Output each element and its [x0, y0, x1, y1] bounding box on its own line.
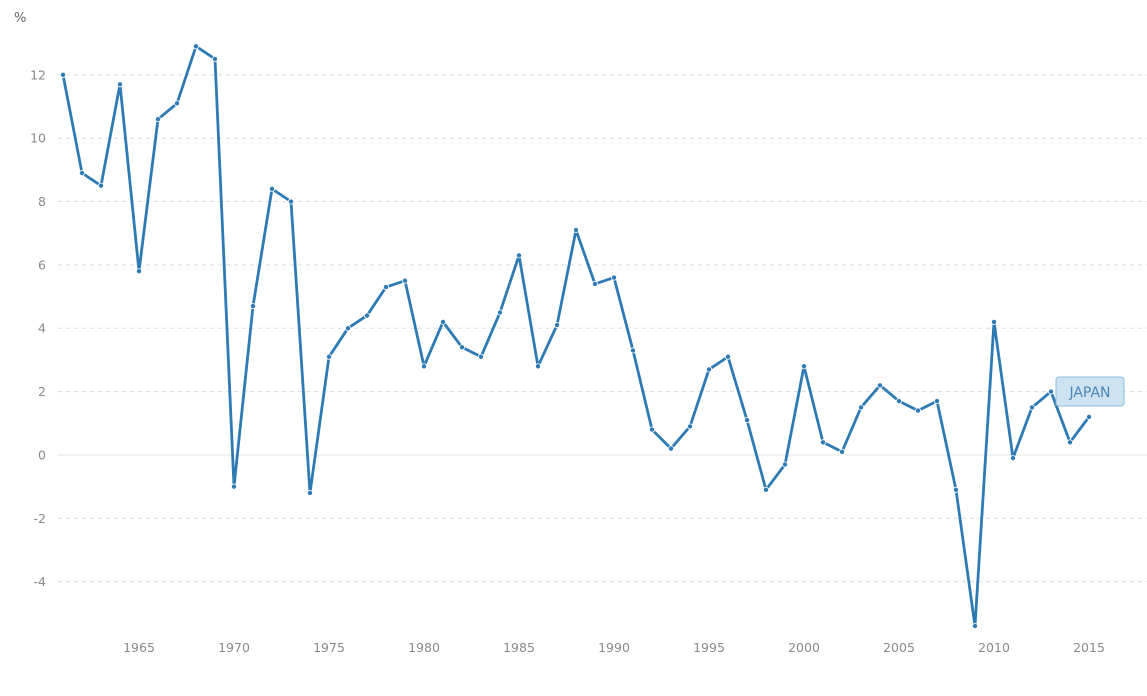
x-axis-ticks: 1965 1970 1975 1980 1985 1990 1995 2000 2005 2010… [123, 640, 1105, 655]
legend-label-box[interactable] [1055, 376, 1125, 407]
x-tick-label: 2015 [1073, 640, 1105, 655]
data-point[interactable] [801, 363, 808, 370]
data-point[interactable] [458, 344, 465, 351]
y-axis-unit-label: % [14, 11, 26, 26]
data-point[interactable] [401, 277, 408, 284]
data-point[interactable] [877, 382, 884, 389]
x-tick-label: 1980 [408, 640, 440, 655]
x-tick-label: 1975 [313, 640, 345, 655]
x-tick-label: 2010 [978, 640, 1010, 655]
data-point[interactable] [1086, 413, 1093, 420]
data-point[interactable] [573, 227, 580, 234]
data-point[interactable] [535, 363, 542, 370]
data-point[interactable] [630, 347, 637, 354]
gridlines [58, 74, 1147, 583]
data-point[interactable] [668, 445, 675, 452]
data-point[interactable] [325, 353, 332, 360]
data-point[interactable] [592, 280, 599, 287]
data-point[interactable] [915, 407, 922, 414]
data-point[interactable] [135, 268, 142, 275]
data-point[interactable] [382, 284, 389, 291]
y-tick-label: 0 [38, 447, 46, 462]
data-point[interactable] [687, 423, 694, 430]
series-group [60, 43, 1093, 630]
x-tick-label: 1985 [503, 640, 535, 655]
x-tick-label: 1990 [598, 640, 630, 655]
data-point[interactable] [554, 322, 561, 329]
data-point[interactable] [820, 439, 827, 446]
y-tick-label: 10 [30, 131, 46, 146]
data-point[interactable] [249, 303, 256, 310]
data-point[interactable] [344, 325, 351, 332]
x-tick-label: 1970 [218, 640, 250, 655]
data-point[interactable] [953, 486, 960, 493]
data-point[interactable] [211, 56, 218, 63]
data-point[interactable] [477, 353, 484, 360]
data-point[interactable] [1067, 439, 1074, 446]
data-point[interactable] [649, 426, 656, 433]
data-point[interactable] [1010, 455, 1017, 462]
data-point[interactable] [706, 366, 713, 373]
y-tick-label: -4 [34, 574, 47, 589]
data-point[interactable] [98, 182, 105, 189]
data-point[interactable] [858, 404, 865, 411]
x-tick-label: 1965 [123, 640, 155, 655]
data-point[interactable] [60, 71, 67, 78]
y-tick-label: 8 [38, 194, 46, 209]
data-point[interactable] [496, 309, 503, 316]
x-tick-label: 2000 [788, 640, 820, 655]
data-point[interactable] [306, 489, 313, 496]
data-point[interactable] [1029, 404, 1036, 411]
data-point[interactable] [782, 461, 789, 468]
y-tick-label: -2 [34, 511, 46, 526]
data-point[interactable] [230, 483, 237, 490]
data-point[interactable] [192, 43, 199, 50]
data-point[interactable] [363, 312, 370, 319]
data-point[interactable] [287, 198, 294, 205]
data-point[interactable] [173, 100, 180, 107]
data-point[interactable] [972, 623, 979, 630]
data-point[interactable] [420, 363, 427, 370]
data-point[interactable] [725, 353, 732, 360]
data-point[interactable] [839, 448, 846, 455]
x-tick-label: 1995 [693, 640, 725, 655]
series-legend[interactable]: JAPAN [1055, 376, 1125, 407]
data-point[interactable] [991, 318, 998, 325]
data-point[interactable] [1048, 388, 1055, 395]
data-point[interactable] [763, 486, 770, 493]
data-point[interactable] [117, 81, 124, 88]
legend-label: JAPAN [1068, 385, 1110, 401]
data-point[interactable] [439, 318, 446, 325]
data-point[interactable] [516, 252, 523, 259]
data-point[interactable] [154, 116, 161, 123]
data-point[interactable] [934, 398, 941, 405]
series-line[interactable] [61, 44, 1091, 628]
x-tick-label: 2005 [883, 640, 915, 655]
y-tick-label: 2 [38, 384, 46, 399]
data-point[interactable] [79, 170, 86, 177]
data-point[interactable] [611, 274, 618, 281]
y-tick-label: 4 [38, 321, 46, 336]
y-axis-ticks: 12 10 8 6 4 2 0 -2 -4 [30, 67, 46, 589]
data-point[interactable] [744, 417, 751, 424]
y-tick-label: 12 [30, 67, 46, 82]
data-point[interactable] [268, 185, 275, 192]
data-point[interactable] [896, 398, 903, 405]
y-tick-label: 6 [38, 257, 46, 272]
